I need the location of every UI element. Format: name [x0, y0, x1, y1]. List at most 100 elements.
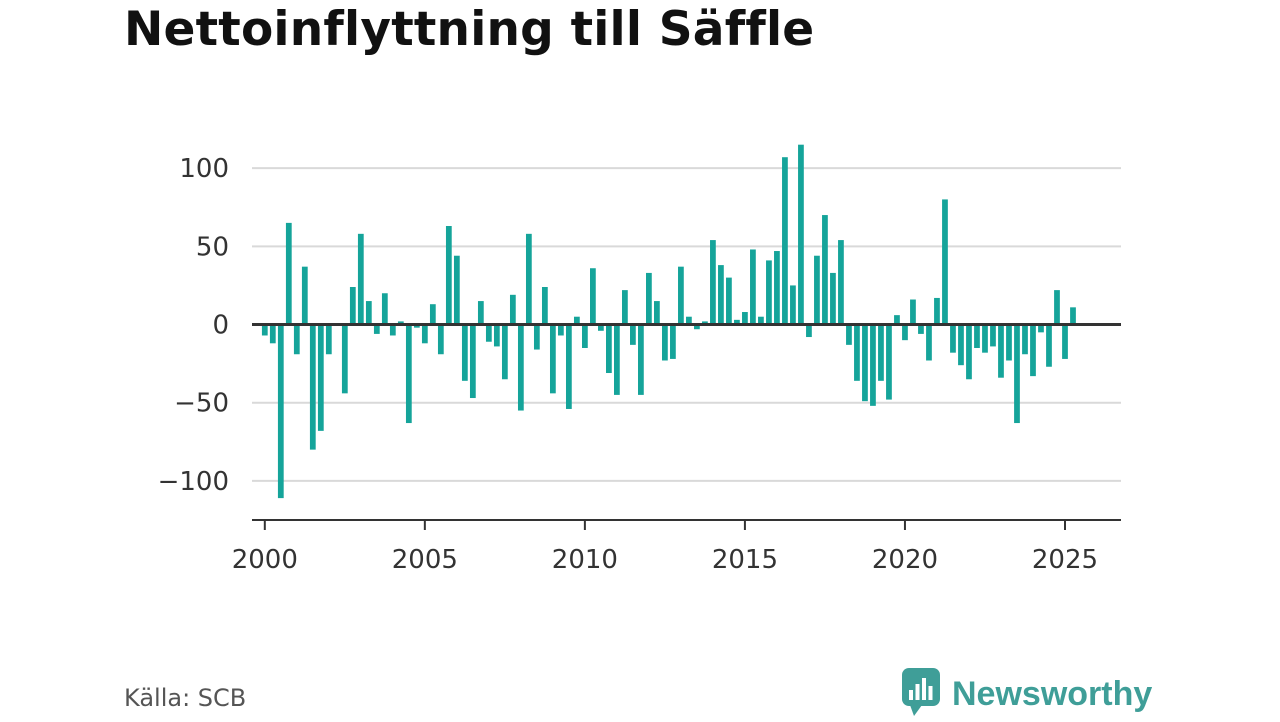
bar	[678, 267, 684, 325]
brand-name: Newsworthy	[952, 675, 1152, 714]
brand-logo[interactable]: Newsworthy	[900, 668, 1152, 720]
source-note: Källa: SCB	[124, 684, 246, 712]
bar	[750, 249, 756, 324]
bar	[630, 325, 636, 345]
bar	[326, 325, 332, 355]
bar	[302, 267, 308, 325]
bar	[582, 325, 588, 348]
bar	[286, 223, 292, 325]
bar	[590, 268, 596, 324]
bar	[1022, 325, 1028, 355]
bar	[486, 325, 492, 342]
bar	[366, 301, 372, 324]
bar	[662, 325, 668, 361]
bar	[670, 325, 676, 359]
bar	[790, 285, 796, 324]
bar	[478, 301, 484, 324]
bar	[974, 325, 980, 348]
bar	[350, 287, 356, 325]
bar	[886, 325, 892, 400]
bar	[382, 293, 388, 324]
bar	[318, 325, 324, 431]
y-tick-labels: 100 50 0 −50 −100	[158, 154, 229, 497]
bar	[1046, 325, 1052, 367]
bar	[526, 234, 532, 325]
bar	[830, 273, 836, 325]
bar	[766, 260, 772, 324]
bar	[926, 325, 932, 361]
y-tick-label: 100	[179, 154, 229, 184]
bar	[942, 199, 948, 324]
x-tick-labels: 2000 2005 2010 2015 2020 2025	[232, 545, 1098, 575]
bar	[1030, 325, 1036, 377]
bar	[958, 325, 964, 366]
bar	[502, 325, 508, 380]
bar	[454, 256, 460, 325]
bar	[270, 325, 276, 344]
bar	[982, 325, 988, 353]
bar	[358, 234, 364, 325]
bar	[854, 325, 860, 381]
bar	[494, 325, 500, 347]
bar	[1070, 307, 1076, 324]
x-tick-label: 2005	[392, 545, 458, 575]
bar	[638, 325, 644, 395]
bar	[446, 226, 452, 325]
bar	[998, 325, 1004, 378]
x-tick-label: 2000	[232, 545, 298, 575]
bar	[422, 325, 428, 344]
bar	[406, 325, 412, 424]
bar	[718, 265, 724, 324]
y-tick-label: 0	[212, 311, 229, 341]
bar	[438, 325, 444, 355]
bar	[614, 325, 620, 395]
bar	[862, 325, 868, 402]
bar	[606, 325, 612, 373]
bar	[838, 240, 844, 324]
bar	[534, 325, 540, 350]
bar	[950, 325, 956, 353]
x-tick-label: 2010	[552, 545, 618, 575]
y-tick-label: 50	[196, 232, 229, 262]
bar	[1062, 325, 1068, 359]
bar	[870, 325, 876, 406]
bar	[558, 325, 564, 336]
bar	[774, 251, 780, 325]
bar	[462, 325, 468, 381]
bar	[782, 157, 788, 324]
bar	[622, 290, 628, 324]
bar	[646, 273, 652, 325]
bar	[934, 298, 940, 325]
y-tick-label: −50	[174, 389, 229, 419]
bars	[262, 145, 1076, 498]
x-tick-label: 2015	[712, 545, 778, 575]
bar	[430, 304, 436, 324]
bar	[262, 325, 268, 336]
bar	[310, 325, 316, 450]
bar	[710, 240, 716, 324]
bar	[470, 325, 476, 399]
bar	[822, 215, 828, 324]
bar	[518, 325, 524, 411]
bar	[1054, 290, 1060, 324]
bar	[294, 325, 300, 355]
bar	[806, 325, 812, 338]
bar	[1006, 325, 1012, 361]
bar	[798, 145, 804, 325]
x-tick-label: 2025	[1032, 545, 1098, 575]
bar	[902, 325, 908, 341]
axes	[252, 325, 1121, 530]
bar	[566, 325, 572, 409]
newsworthy-logo-icon	[900, 666, 942, 722]
bar	[966, 325, 972, 380]
y-tick-label: −100	[158, 467, 229, 497]
bar	[742, 312, 748, 325]
bar	[814, 256, 820, 325]
x-tick-label: 2020	[872, 545, 938, 575]
bar	[910, 300, 916, 325]
bar	[278, 325, 284, 499]
bar	[878, 325, 884, 381]
bar	[726, 278, 732, 325]
bar	[342, 325, 348, 394]
